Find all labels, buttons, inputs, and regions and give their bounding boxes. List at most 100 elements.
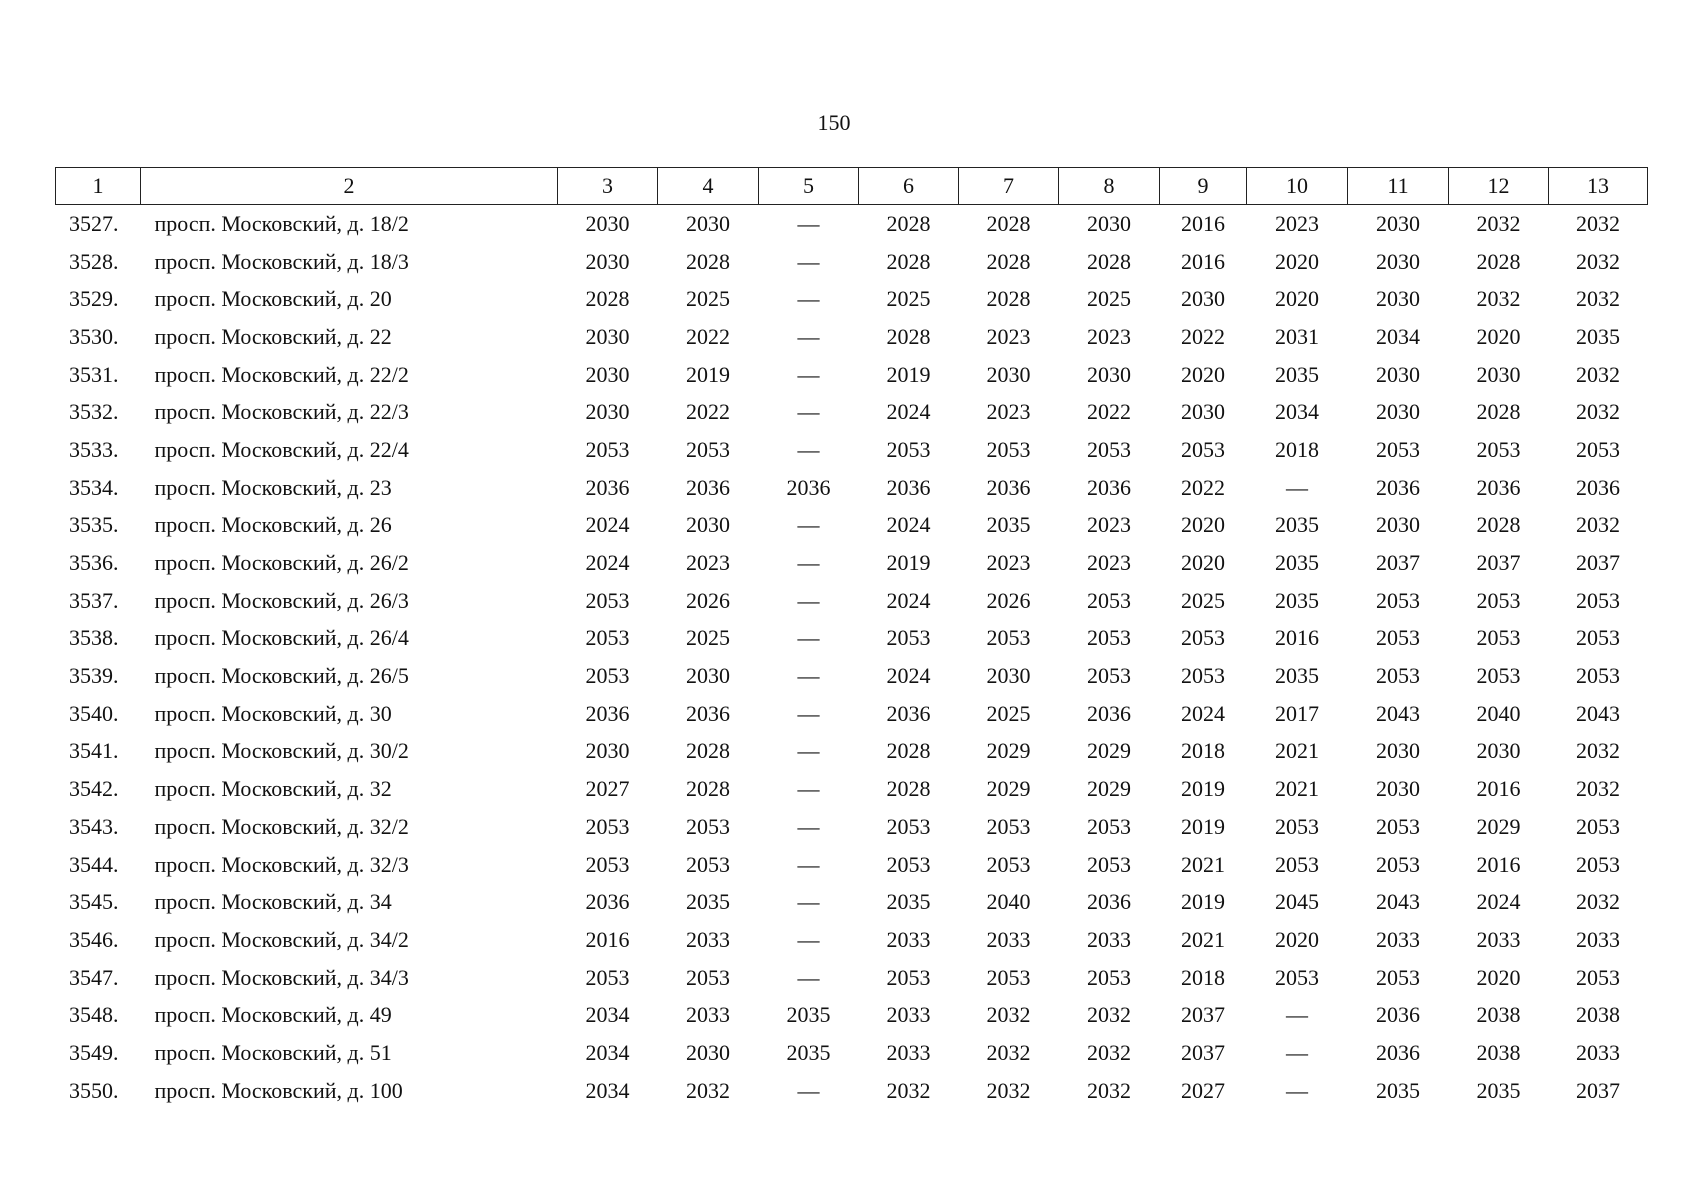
year-cell: 2021 — [1275, 738, 1319, 764]
year-cell: 2036 — [686, 700, 730, 726]
header-cell: 6 — [858, 167, 959, 205]
year-cell: 2026 — [686, 587, 730, 613]
year-cell: 2028 — [1476, 248, 1521, 274]
year-cell: 2028 — [986, 248, 1031, 274]
year-cell: 2022 — [1181, 323, 1225, 349]
year-cell: 2053 — [986, 436, 1031, 462]
year-cell: 2034 — [1376, 323, 1420, 349]
year-cell: 2035 — [1376, 1077, 1420, 1103]
year-cell: 2053 — [1087, 851, 1131, 877]
year-cell: 2053 — [1476, 587, 1521, 613]
year-cell: — — [797, 926, 820, 952]
year-cell: 2053 — [886, 964, 931, 990]
year-cell: 2028 — [1476, 399, 1521, 425]
year-cell: 2030 — [1376, 210, 1420, 236]
year-cell: 2032 — [986, 1002, 1031, 1028]
row-number: 3530. — [69, 323, 119, 349]
year-cell: 2016 — [1476, 851, 1521, 877]
year-cell: 2023 — [986, 399, 1031, 425]
year-cell: 2016 — [1275, 625, 1319, 651]
year-cell: 2036 — [1087, 700, 1131, 726]
year-cell: — — [797, 663, 820, 689]
year-cell: 2035 — [1275, 663, 1319, 689]
header-cell: 2 — [140, 167, 558, 205]
year-cell: 2032 — [1576, 210, 1620, 236]
year-cell: 2053 — [585, 851, 630, 877]
year-cell: 2053 — [1476, 625, 1521, 651]
year-cell: 2019 — [1181, 889, 1225, 915]
row-number: 3529. — [69, 286, 119, 312]
year-cell: 2024 — [1181, 700, 1225, 726]
year-cell: 2018 — [1181, 964, 1225, 990]
year-cell: 2034 — [585, 1002, 630, 1028]
year-cell: 2020 — [1181, 361, 1225, 387]
year-cell: 2020 — [1476, 964, 1521, 990]
row-number: 3543. — [69, 813, 119, 839]
year-cell: 2053 — [1087, 625, 1131, 651]
year-cell: 2020 — [1181, 512, 1225, 538]
year-cell: 2030 — [1376, 399, 1420, 425]
year-cell: 2027 — [1181, 1077, 1225, 1103]
year-cell: 2043 — [1376, 889, 1420, 915]
year-cell: 2023 — [686, 550, 730, 576]
year-cell: 2032 — [1476, 286, 1521, 312]
year-cell: 2040 — [1476, 700, 1521, 726]
address-cell: просп. Московский, д. 18/3 — [154, 248, 409, 274]
year-cell: 2022 — [686, 399, 730, 425]
address-cell: просп. Московский, д. 30/2 — [154, 738, 409, 764]
row-number: 3544. — [69, 851, 119, 877]
row-number: 3548. — [69, 1002, 119, 1028]
year-cell: — — [797, 361, 820, 387]
year-cell: 2053 — [585, 625, 630, 651]
table-body: 3527. просп. Московский, д. 18/2 2030 2030 —… — [56, 205, 1648, 1110]
year-cell: — — [797, 323, 820, 349]
year-cell: 2030 — [1376, 738, 1420, 764]
year-cell: 2032 — [986, 1039, 1031, 1065]
address-cell: просп. Московский, д. 22/3 — [154, 399, 409, 425]
year-cell: 2021 — [1181, 851, 1225, 877]
year-cell: 2030 — [686, 512, 730, 538]
year-cell: 2032 — [886, 1077, 931, 1103]
row-number: 3547. — [69, 964, 119, 990]
address-cell: просп. Московский, д. 51 — [154, 1039, 392, 1065]
year-cell: 2020 — [1476, 323, 1521, 349]
year-cell: — — [797, 738, 820, 764]
year-cell: 2020 — [1275, 248, 1319, 274]
year-cell: 2053 — [1275, 851, 1319, 877]
table-row: 3543. просп. Московский, д. 32/2 2053 2053 —… — [56, 808, 1648, 846]
row-number: 3533. — [69, 436, 119, 462]
table-row: 3539. просп. Московский, д. 26/5 2053 2030 —… — [56, 657, 1648, 695]
row-number: 3527. — [69, 210, 119, 236]
year-cell: 2036 — [1376, 474, 1420, 500]
year-cell: 2030 — [1087, 361, 1131, 387]
year-cell: 2053 — [1275, 964, 1319, 990]
address-cell: просп. Московский, д. 22 — [154, 323, 392, 349]
year-cell: 2024 — [585, 512, 630, 538]
year-cell: 2030 — [1087, 210, 1131, 236]
year-cell: 2016 — [585, 926, 630, 952]
address-cell: просп. Московский, д. 26/3 — [154, 587, 409, 613]
table-row: 3544. просп. Московский, д. 32/3 2053 2053 —… — [56, 846, 1648, 884]
year-cell: 2028 — [686, 776, 730, 802]
year-cell: 2053 — [986, 964, 1031, 990]
year-cell: 2053 — [1476, 436, 1521, 462]
year-cell: 2053 — [1087, 587, 1131, 613]
year-cell: 2016 — [1476, 776, 1521, 802]
year-cell: 2036 — [986, 474, 1031, 500]
year-cell: 2053 — [1476, 663, 1521, 689]
year-cell: 2030 — [686, 663, 730, 689]
table-row: 3540. просп. Московский, д. 30 2036 2036 — 20… — [56, 695, 1648, 733]
year-cell: — — [1286, 1077, 1308, 1103]
year-cell: 2036 — [686, 474, 730, 500]
year-cell: 2029 — [1087, 738, 1131, 764]
address-cell: просп. Московский, д. 32 — [154, 776, 392, 802]
year-cell: 2034 — [1275, 399, 1319, 425]
table-row: 3535. просп. Московский, д. 26 2024 2030 — 20… — [56, 507, 1648, 545]
year-cell: — — [797, 512, 820, 538]
year-cell: 2053 — [886, 813, 931, 839]
year-cell: 2036 — [585, 889, 630, 915]
address-cell: просп. Московский, д. 34 — [154, 889, 392, 915]
year-cell: — — [797, 587, 820, 613]
year-cell: 2053 — [686, 851, 730, 877]
year-cell: 2033 — [686, 1002, 730, 1028]
